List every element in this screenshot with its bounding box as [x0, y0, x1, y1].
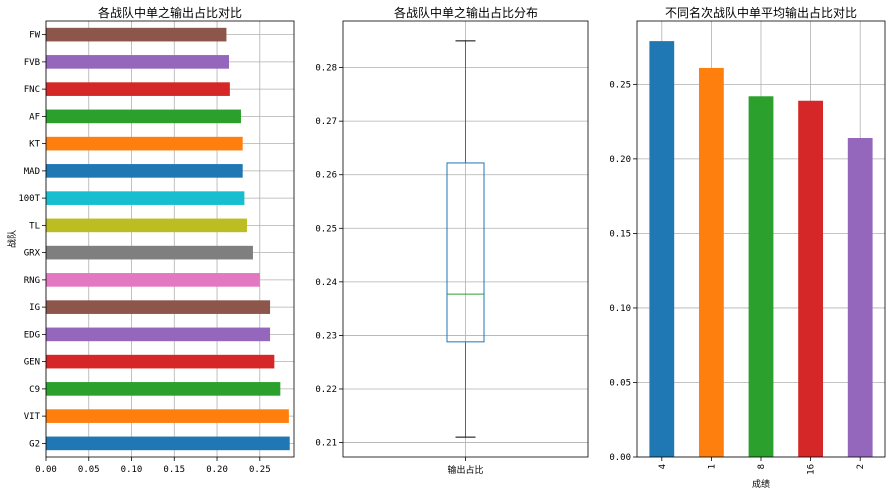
chart1-bar: [46, 82, 230, 96]
chart1-bar: [46, 55, 230, 69]
chart3-xtick-label: 16: [807, 464, 817, 475]
chart1-bar: [46, 300, 271, 314]
chart1-bar: [46, 245, 253, 260]
chart3-ytick-label: 0.10: [609, 304, 631, 314]
chart1-xtick-label: 0.20: [206, 465, 228, 475]
chart1-xtick-label: 0.10: [121, 465, 143, 475]
chart3-ytick-label: 0.25: [609, 80, 631, 90]
chart3-bar: [748, 96, 774, 458]
chart1-ytick-label: C9: [29, 385, 40, 395]
chart3-ytick-label: 0.15: [609, 229, 631, 239]
chart1-bar: [46, 164, 243, 178]
chart2-ytick-label: 0.22: [315, 385, 337, 395]
chart1-bar: [46, 273, 260, 287]
chart1-ytick-label: RNG: [24, 276, 40, 286]
chart1-ytick-label: FVB: [24, 58, 40, 68]
rank-average-bar-chart: 不同名次战队中单平均输出占比对比 0.00 0.05 0.10 0.15 0.20 0.2…: [609, 5, 886, 490]
chart3-title: 不同名次战队中单平均输出占比对比: [665, 5, 857, 20]
chart3-xtick-label: 8: [757, 464, 767, 469]
chart2-ytick-label: 0.25: [315, 224, 337, 234]
team-share-bar-chart: 各战队中单之输出占比对比 G2 VIT C9 GEN EDG IG RNG GRX TL 100T…: [6, 5, 295, 475]
chart3-bar: [798, 100, 823, 457]
chart3-bar: [649, 41, 675, 457]
chart1-ytick-label: FNC: [24, 85, 40, 95]
chart3-ytick-label: 0.00: [609, 453, 631, 463]
chart1-ytick-label: TL: [29, 221, 40, 231]
chart2-box: [446, 162, 485, 343]
chart2-ytick-label: 0.21: [315, 439, 337, 449]
chart1-frame: [45, 20, 295, 458]
chart1-bar: [46, 109, 241, 124]
chart1-bar: [46, 354, 275, 369]
chart3-bar: [699, 67, 724, 457]
chart2-ytick-label: 0.24: [315, 278, 337, 288]
chart3-ytick-label: 0.20: [609, 155, 631, 165]
chart1-bar: [46, 136, 243, 151]
chart1-ytick-label: KT: [29, 140, 40, 150]
chart2-ytick-label: 0.28: [315, 64, 337, 74]
chart1-xtick-label: 0.25: [249, 465, 271, 475]
chart1-ytick-label: GEN: [24, 358, 40, 368]
chart1-bar: [46, 382, 281, 396]
chart1-bar: [46, 218, 247, 233]
chart1-ytick-label: G2: [29, 439, 40, 449]
chart1-ytick-label: FW: [29, 31, 40, 41]
chart1-ytick-label: GRX: [24, 249, 41, 259]
chart1-ytick-label: EDG: [24, 330, 40, 340]
chart3-bar: [847, 138, 873, 457]
chart1-xtick-label: 0.15: [163, 465, 185, 475]
chart3-xlabel: 成绩: [752, 478, 770, 490]
chart1-bar: [46, 436, 290, 451]
chart2-ytick-label: 0.26: [315, 171, 337, 181]
chart1-bar: [46, 27, 227, 42]
chart1-bar: [46, 409, 289, 423]
chart2-title: 各战队中单之输出占比分布: [394, 5, 538, 20]
chart3-xtick-label: 1: [707, 464, 717, 469]
chart1-bar: [46, 327, 271, 342]
chart2-ytick-label: 0.27: [315, 117, 337, 127]
chart1-ytick-label: VIT: [24, 412, 41, 422]
chart3-xtick-label: 4: [658, 464, 668, 469]
chart1-ytick-label: MAD: [24, 167, 40, 177]
chart1-ylabel: 战队: [6, 230, 18, 248]
chart1-title: 各战队中单之输出占比对比: [98, 5, 242, 20]
chart2-ytick-label: 0.23: [315, 331, 337, 341]
chart3-ytick-label: 0.05: [609, 378, 631, 388]
chart1-ytick-label: 100T: [18, 194, 40, 204]
chart3-xtick-label: 2: [856, 464, 866, 469]
chart1-xtick-label: 0.05: [78, 465, 100, 475]
share-distribution-boxplot: 各战队中单之输出占比分布 0.21 0.22 0.23 0.24 0.25 0.26 0.2…: [315, 5, 589, 476]
chart1-xtick-label: 0.00: [35, 465, 57, 475]
chart2-xtick-label: 输出占比: [447, 464, 483, 476]
chart1-ytick-label: IG: [29, 303, 40, 313]
chart1-ytick-label: AF: [29, 112, 40, 122]
chart1-bar: [46, 191, 245, 205]
